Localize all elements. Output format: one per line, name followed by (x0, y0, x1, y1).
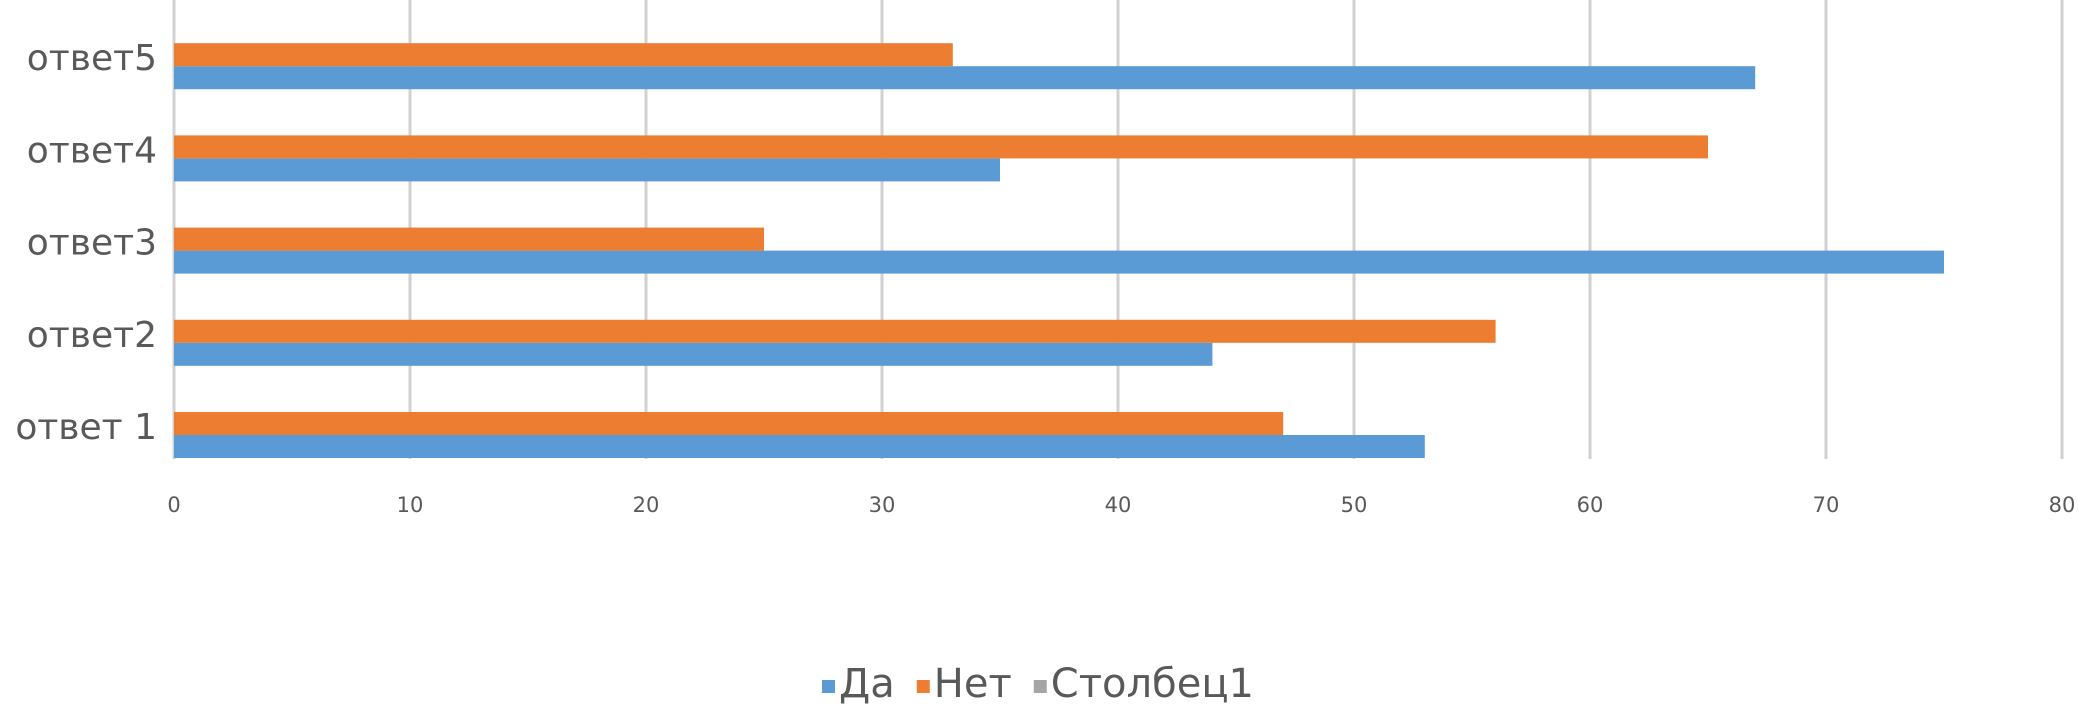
category-label: ответ3 (27, 223, 157, 264)
category-label: ответ4 (27, 130, 157, 171)
legend-swatch (916, 680, 930, 693)
x-tick-label: 70 (1813, 493, 1840, 517)
bar (174, 43, 953, 67)
legend-label: Столбец1 (1051, 661, 1254, 707)
bar (174, 435, 1425, 458)
legend-swatch (1033, 680, 1047, 693)
bar (174, 227, 764, 251)
legend-swatch (822, 680, 835, 693)
x-tick-label: 60 (1577, 493, 1604, 517)
category-label: ответ2 (27, 315, 157, 356)
category-label: ответ 1 (15, 407, 157, 448)
bar (174, 158, 1000, 182)
bar (174, 412, 1284, 435)
bar (174, 250, 1944, 274)
legend-label: Нет (934, 661, 1012, 707)
category-label: ответ5 (27, 38, 157, 79)
x-tick-label: 80 (2049, 493, 2076, 517)
x-tick-label: 10 (397, 493, 424, 517)
bar (174, 342, 1213, 366)
bar (174, 66, 1756, 90)
x-tick-label: 50 (1341, 493, 1368, 517)
bar (174, 319, 1496, 343)
legend-label: Да (839, 661, 895, 707)
bar (174, 135, 1708, 159)
x-tick-label: 30 (869, 493, 896, 517)
x-tick-label: 0 (167, 493, 180, 517)
x-tick-label: 20 (633, 493, 660, 517)
x-tick-label: 40 (1105, 493, 1132, 517)
